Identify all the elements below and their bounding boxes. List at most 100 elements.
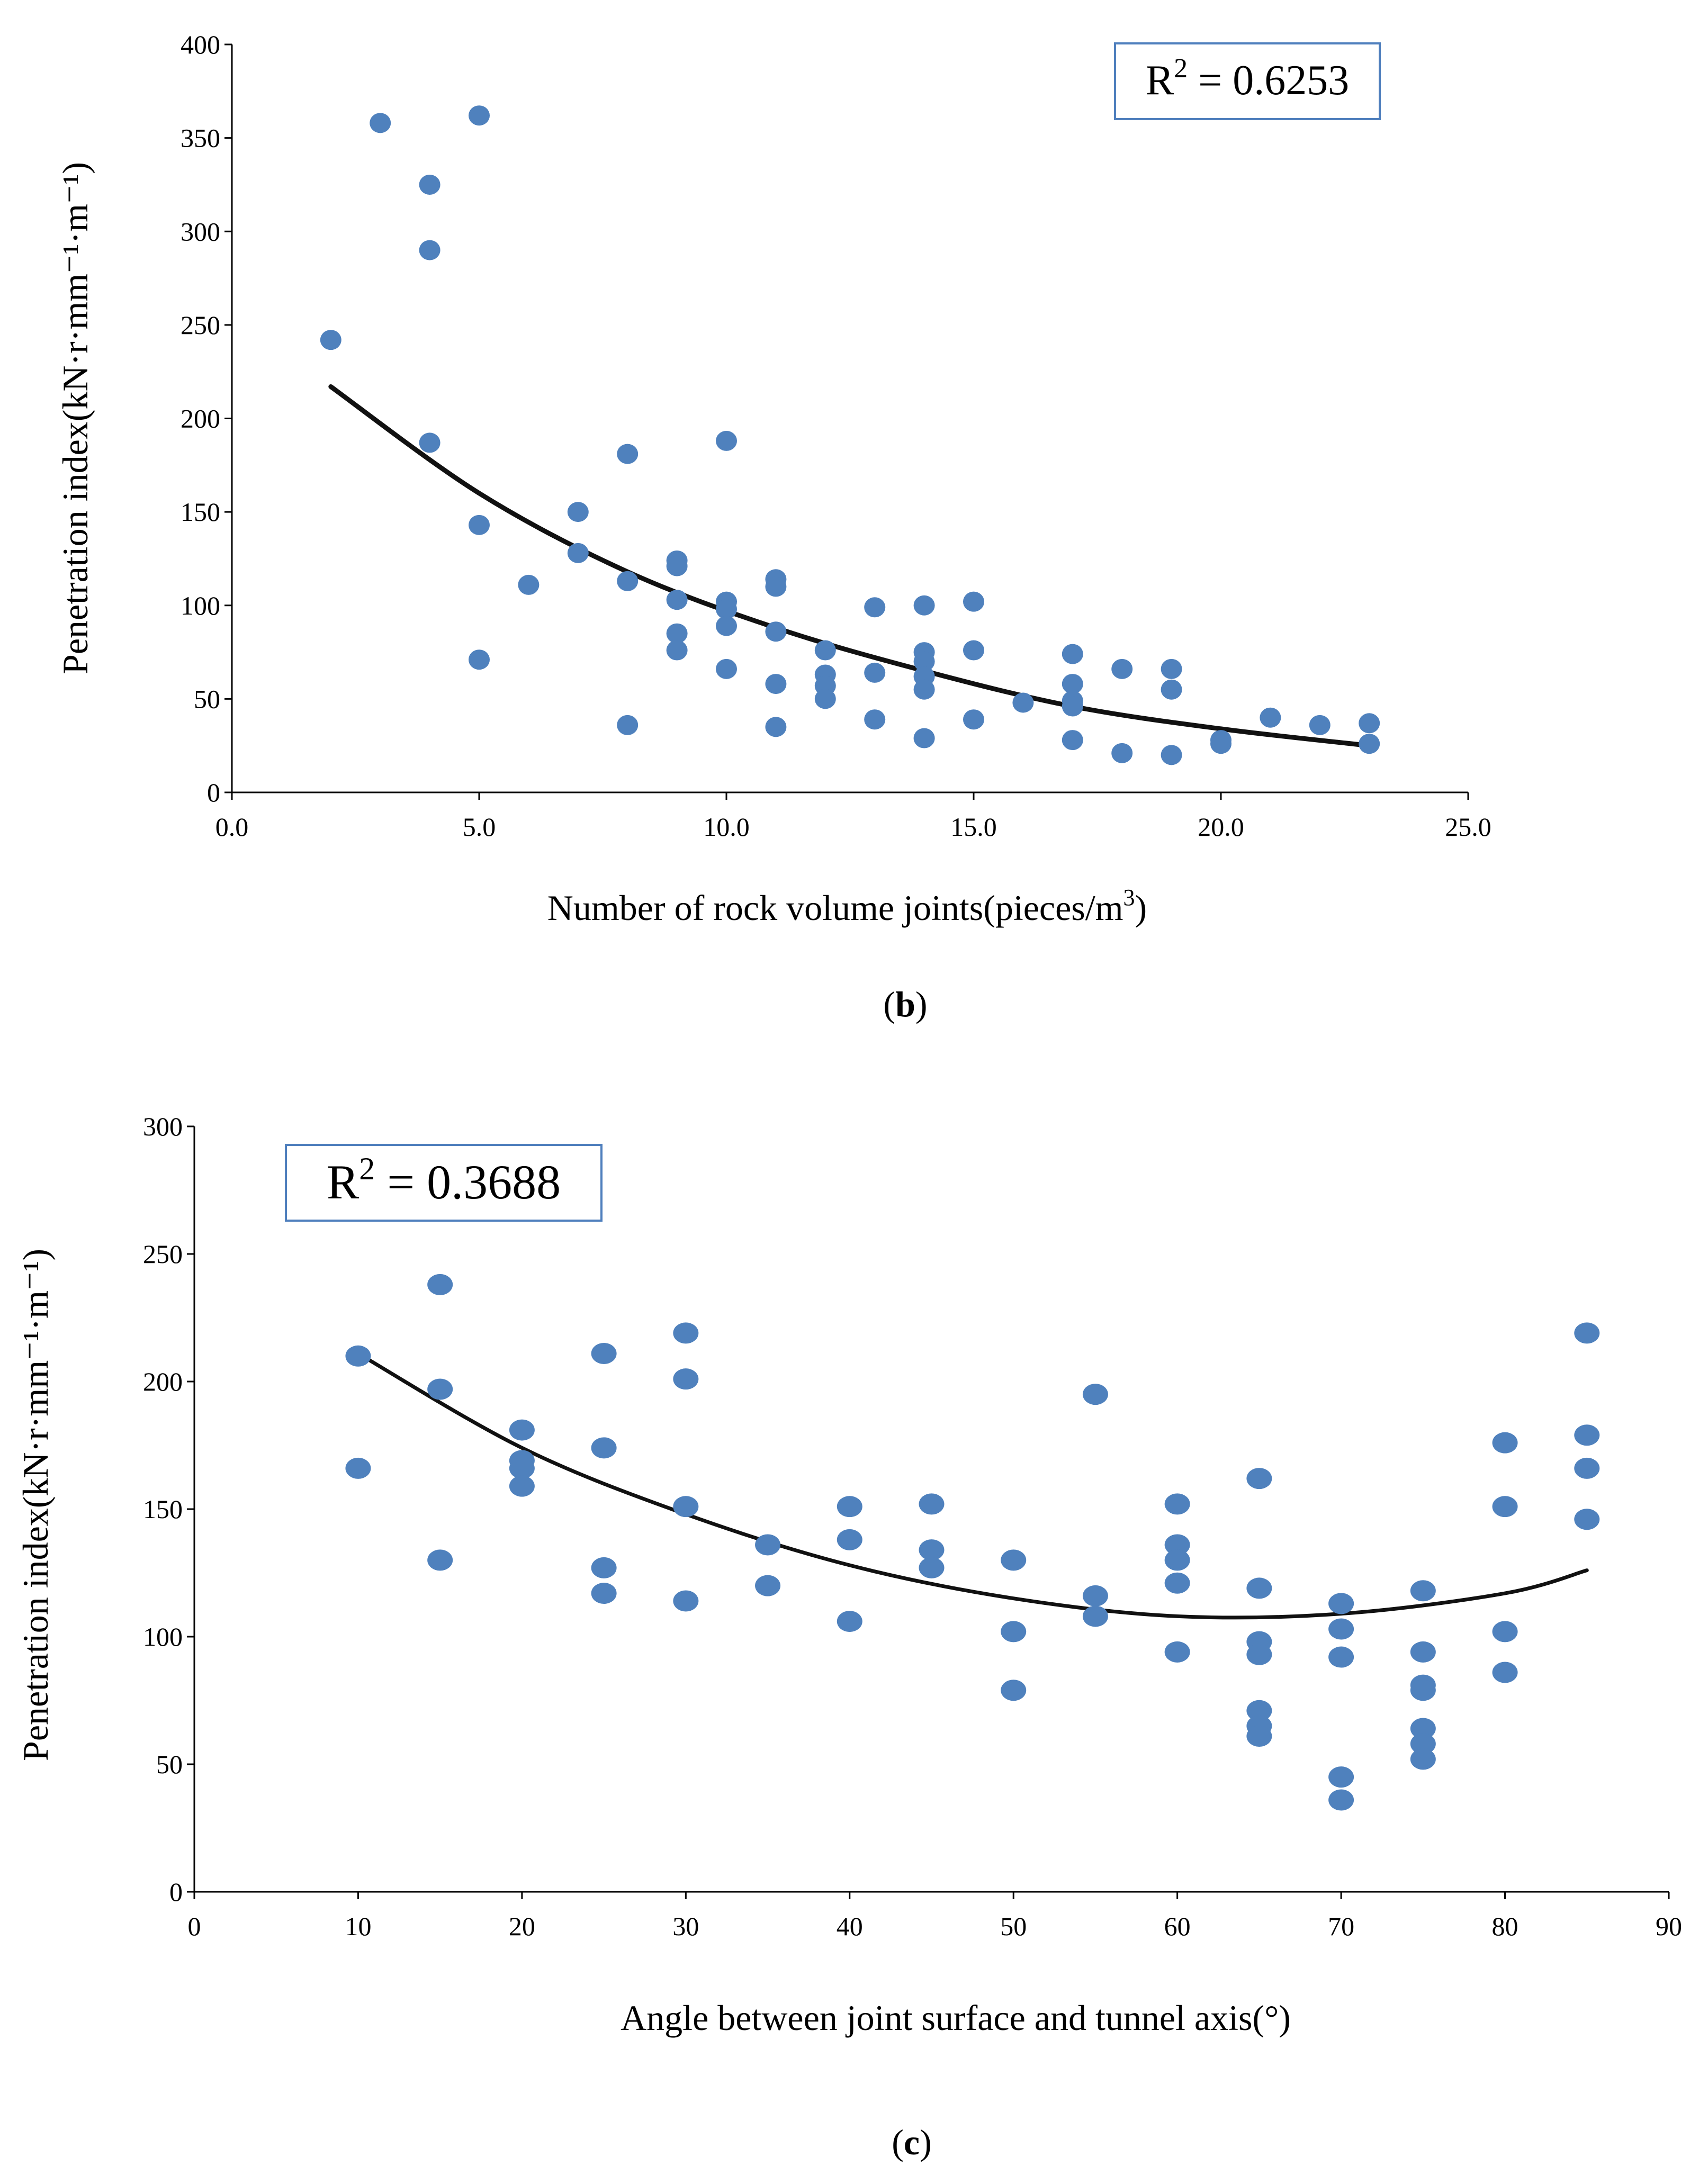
panel-c-y-ticks: 0 50 100 150 200 250 300 <box>143 1112 194 1907</box>
c-data-point <box>755 1534 781 1556</box>
c-data-point <box>1492 1662 1518 1683</box>
panel-b-r2-sup: 2 <box>1174 53 1188 84</box>
panel-c-caption-letter: c <box>904 2122 920 2162</box>
panel-c-caption-open: ( <box>892 2122 904 2162</box>
b-y-tick-label: 150 <box>181 497 220 527</box>
panel-b-caption-letter: b <box>895 984 915 1024</box>
b-y-tick-label: 400 <box>181 30 220 59</box>
c-data-point <box>1082 1605 1108 1627</box>
b-data-point <box>1161 745 1182 765</box>
c-data-point <box>1246 1644 1272 1665</box>
panel-b-x-label-main: Number of rock volume joints(pieces/m <box>547 888 1123 928</box>
c-data-point <box>1246 1725 1272 1747</box>
panel-b-y-axis-label: Penetration index(kN·r·mm⁻¹·m⁻¹) <box>55 162 95 674</box>
b-x-tick-label: 20.0 <box>1198 812 1244 842</box>
b-data-point <box>716 616 737 636</box>
c-data-point <box>427 1274 453 1295</box>
panel-c-r2-box <box>285 1144 603 1222</box>
panel-b-gridless-plot: 0 50 100 150 200 250 300 350 400 0.0 5.0 10.0 15.0 2… <box>181 30 1491 842</box>
b-data-point <box>765 717 787 737</box>
c-data-point <box>673 1368 699 1390</box>
c-data-point <box>1410 1580 1436 1602</box>
c-data-point <box>1082 1585 1108 1607</box>
c-data-point <box>591 1557 617 1578</box>
c-data-point <box>1574 1322 1600 1344</box>
b-data-point <box>419 240 441 260</box>
c-data-point <box>1410 1680 1436 1701</box>
b-data-point <box>1210 734 1231 754</box>
panel-b-caption-close: ) <box>915 984 928 1024</box>
c-data-point <box>1164 1534 1190 1556</box>
c-data-point <box>1410 1641 1436 1663</box>
c-x-tick-label: 70 <box>1328 1911 1354 1941</box>
c-x-tick-label: 60 <box>1164 1911 1191 1941</box>
c-x-tick-label: 50 <box>1000 1911 1027 1941</box>
c-data-point <box>1492 1621 1518 1642</box>
c-data-point <box>837 1611 862 1632</box>
panel-c-x-axis-label: Angle between joint surface and tunnel a… <box>621 1998 1291 2038</box>
panel-c-trendline <box>356 1351 1589 1620</box>
b-data-point <box>963 709 984 730</box>
panel-c-caption: (c) <box>892 2122 932 2162</box>
b-y-tick-label: 300 <box>181 216 220 246</box>
c-data-point <box>427 1378 453 1400</box>
b-data-point <box>518 574 540 595</box>
c-data-point <box>591 1583 617 1604</box>
b-data-point <box>320 330 341 350</box>
b-x-tick-label: 5.0 <box>463 812 496 842</box>
panel-b-caption: (b) <box>883 984 927 1024</box>
b-data-point <box>913 679 935 700</box>
c-x-tick-label: 10 <box>345 1911 371 1941</box>
c-data-point <box>673 1322 699 1344</box>
b-data-point <box>913 595 935 616</box>
b-data-point <box>716 430 737 451</box>
b-data-point <box>1309 715 1331 735</box>
panel-b-caption-open: ( <box>883 984 895 1024</box>
b-data-point <box>864 709 886 730</box>
panel-c-caption-close: ) <box>920 2122 932 2162</box>
panel-b-trendline <box>328 384 1372 748</box>
b-data-point <box>1359 713 1380 734</box>
chart-panel-b: 0 50 100 150 200 250 300 350 400 0.0 5.0 10.0 15.0 2… <box>55 30 1491 1024</box>
c-data-point <box>1164 1493 1190 1515</box>
panel-b-y-ticks: 0 50 100 150 200 250 300 350 400 <box>181 30 232 807</box>
c-data-point <box>1082 1384 1108 1405</box>
panel-c-r2-sup: 2 <box>359 1151 375 1186</box>
b-data-point <box>1260 707 1281 728</box>
b-data-point <box>765 674 787 694</box>
panel-b-r2-box <box>1114 42 1381 120</box>
c-data-point <box>755 1575 781 1596</box>
c-data-point <box>345 1457 371 1479</box>
c-x-tick-label: 20 <box>509 1911 535 1941</box>
b-data-point <box>469 649 490 670</box>
b-data-point <box>419 432 441 453</box>
c-data-point <box>345 1345 371 1367</box>
b-data-point <box>1161 658 1182 679</box>
b-data-point <box>1062 696 1083 717</box>
c-data-point <box>1574 1424 1600 1446</box>
b-data-point <box>567 502 589 522</box>
b-data-point <box>814 689 836 709</box>
panel-b-x-label-tail: ) <box>1135 888 1147 928</box>
c-x-tick-label: 30 <box>672 1911 699 1941</box>
panel-c-y-axis-label: Penetration index(kN·r·mm⁻¹·m⁻¹) <box>15 1249 56 1761</box>
b-data-point <box>765 576 787 597</box>
b-data-point <box>666 556 688 576</box>
panel-c-points <box>345 1274 1600 1811</box>
panel-c-r2-prefix: R <box>327 1155 359 1209</box>
b-data-point <box>864 662 886 683</box>
panel-c-r2-value: = 0.3688 <box>375 1155 561 1209</box>
b-data-point <box>1062 730 1083 751</box>
c-data-point <box>919 1557 945 1578</box>
c-data-point <box>1328 1593 1354 1614</box>
c-data-point <box>1328 1789 1354 1811</box>
b-data-point <box>1111 743 1133 763</box>
c-data-point <box>591 1342 617 1364</box>
c-data-point <box>1492 1432 1518 1454</box>
b-data-point <box>716 599 737 619</box>
b-data-point <box>765 621 787 642</box>
c-data-point <box>1164 1572 1190 1594</box>
panel-b-x-axis-label: Number of rock volume joints(pieces/m3) <box>547 885 1147 928</box>
c-data-point <box>1001 1549 1027 1571</box>
c-x-tick-label: 90 <box>1656 1911 1682 1941</box>
